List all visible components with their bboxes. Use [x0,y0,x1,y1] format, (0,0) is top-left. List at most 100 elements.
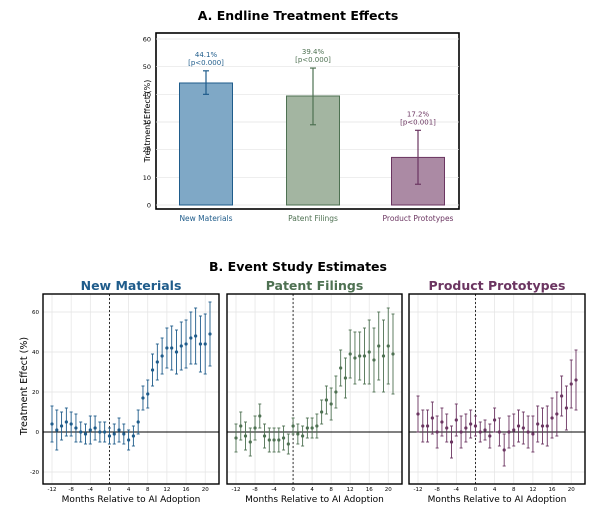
data-point [464,426,468,430]
x-axis-label: Months Relative to AI Adoption [62,495,201,505]
bar-value-label: 17.2% [407,110,430,118]
bar-p-value-label: [p<0.000] [188,59,224,67]
data-point [372,358,376,362]
data-point [281,436,286,440]
data-point [203,342,207,346]
bar-p-value-label: [p<0.000] [295,56,331,64]
data-point [483,428,487,432]
x-tick-label: 8 [329,487,333,493]
data-point [64,420,68,424]
x-tick-label: 16 [549,487,556,493]
data-point [291,424,295,428]
data-point [488,434,492,438]
data-point [262,434,267,438]
data-point [179,344,183,348]
data-point [122,432,126,436]
panel-a-bars: 44.1%[p<0.000]39.4%[p<0.000]17.2%[p<0.00… [179,48,445,206]
x-tick-label: 8 [512,487,516,493]
x-axis-label: Months Relative to AI Adoption [245,495,384,505]
y-tick-label: 10 [143,174,151,182]
data-point [305,426,309,430]
data-point [320,410,324,414]
data-point [564,406,569,410]
data-point [386,344,390,348]
data-point [569,382,573,386]
x-tick-label: -12 [414,487,423,493]
panel-b-title: B. Event Study Estimates [209,259,387,274]
data-point [430,416,434,420]
data-point [574,378,578,382]
data-point [248,440,252,444]
data-point [253,426,257,430]
event-study-panel: Product Prototypes -12 -8 -4 0 4 8 12 16 20Months… [408,278,586,505]
data-point [165,346,169,350]
data-point [469,422,473,426]
data-point [521,426,525,430]
data-point [531,432,535,436]
bar-p-value-label: [p<0.001] [400,118,436,126]
x-tick-label: -8 [68,487,74,493]
data-point [277,438,281,442]
x-tick-label: 16 [366,487,373,493]
data-point [55,428,59,432]
panel-a-title: A. Endline Treatment Effects [198,8,399,23]
data-point [88,428,92,432]
x-tick-label: 12 [347,487,354,493]
data-point [348,352,352,356]
panel-a-y-axis-label: Treatment Effect (%) [143,80,152,164]
data-point [497,430,501,434]
data-point [286,442,290,446]
data-point [381,354,386,358]
data-point [310,426,314,430]
data-point [512,428,516,432]
data-point [343,376,348,380]
subplot-title: Product Prototypes [429,278,566,293]
data-point [234,436,238,440]
data-point [296,432,300,436]
data-point [69,422,73,426]
data-point [358,354,362,358]
data-point [507,430,511,434]
subplot-frame [408,293,586,485]
x-tick-label: -4 [88,487,94,493]
x-tick-label: 0 [108,487,112,493]
x-tick-label: 12 [529,487,536,493]
data-point [301,434,305,438]
data-point [516,424,521,428]
data-point [435,430,439,434]
data-point [141,396,145,400]
bar-value-label: 39.4% [302,48,325,56]
x-tick-label: -4 [454,487,460,493]
data-point [208,332,212,336]
data-point [136,420,140,424]
data-point [127,438,131,442]
data-point [198,342,203,346]
data-point [550,416,554,420]
panel-a-plot-area [155,32,460,210]
data-point [131,434,135,438]
x-tick-label: -8 [252,487,258,493]
data-point [425,424,430,428]
panel-a-y-ticks: 0 10 20 30 40 50 60 [143,36,151,210]
data-point [155,360,159,364]
bar-value-label: 44.1% [195,51,218,59]
data-point [267,438,271,442]
data-point [493,418,497,422]
data-point [391,352,395,356]
y-tick-label: 20 [143,146,151,154]
x-tick-label: 20 [385,487,392,493]
x-tick-label: New Materials [179,214,232,223]
x-tick-label: Patent Filings [288,214,338,223]
data-point [545,424,549,428]
data-point [146,392,150,396]
data-point [194,334,198,338]
x-tick-label: -4 [271,487,277,493]
y-tick-label: 40 [143,91,151,99]
data-point [555,412,559,416]
subplot-frame [226,293,403,485]
x-tick-label: 4 [493,487,497,493]
data-point [540,424,545,428]
